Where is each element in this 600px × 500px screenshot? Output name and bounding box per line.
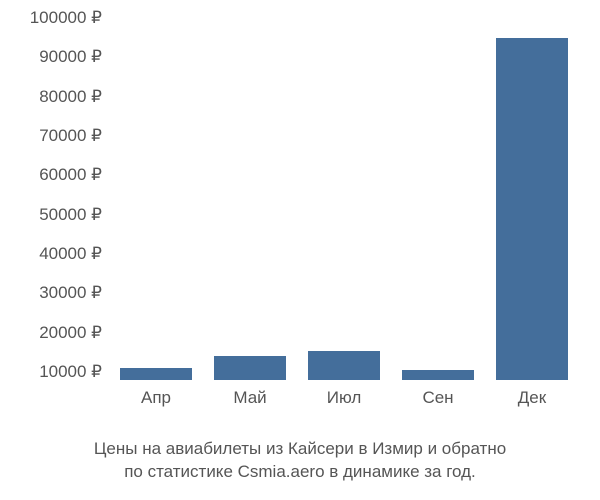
bar	[402, 370, 474, 380]
x-axis: Апр Май Июл Сен Дек	[110, 388, 580, 418]
x-tick-label: Май	[214, 388, 286, 408]
x-tick-label: Апр	[120, 388, 192, 408]
bar	[496, 38, 568, 380]
caption-line-1: Цены на авиабилеты из Кайсери в Измир и …	[94, 439, 506, 458]
y-tick-label: 40000 ₽	[39, 244, 102, 264]
x-tick-label: Дек	[496, 388, 568, 408]
y-tick-label: 10000 ₽	[39, 362, 102, 382]
chart-caption: Цены на авиабилеты из Кайсери в Измир и …	[0, 438, 600, 484]
x-tick-label: Сен	[402, 388, 474, 408]
y-tick-label: 70000 ₽	[39, 126, 102, 146]
bar	[308, 351, 380, 381]
bar	[120, 368, 192, 380]
y-tick-label: 20000 ₽	[39, 323, 102, 343]
x-tick-label: Июл	[308, 388, 380, 408]
y-tick-label: 100000 ₽	[30, 8, 102, 28]
y-tick-label: 80000 ₽	[39, 87, 102, 107]
y-tick-label: 50000 ₽	[39, 205, 102, 225]
y-axis: 10000 ₽ 20000 ₽ 30000 ₽ 40000 ₽ 50000 ₽ 60000…	[0, 0, 110, 390]
bar	[214, 356, 286, 380]
y-tick-label: 30000 ₽	[39, 283, 102, 303]
caption-line-2: по статистике Csmia.aero в динамике за г…	[124, 462, 476, 481]
y-tick-label: 90000 ₽	[39, 47, 102, 67]
y-tick-label: 60000 ₽	[39, 165, 102, 185]
plot-area	[110, 18, 580, 380]
price-chart: 10000 ₽ 20000 ₽ 30000 ₽ 40000 ₽ 50000 ₽ 60000…	[0, 0, 600, 430]
